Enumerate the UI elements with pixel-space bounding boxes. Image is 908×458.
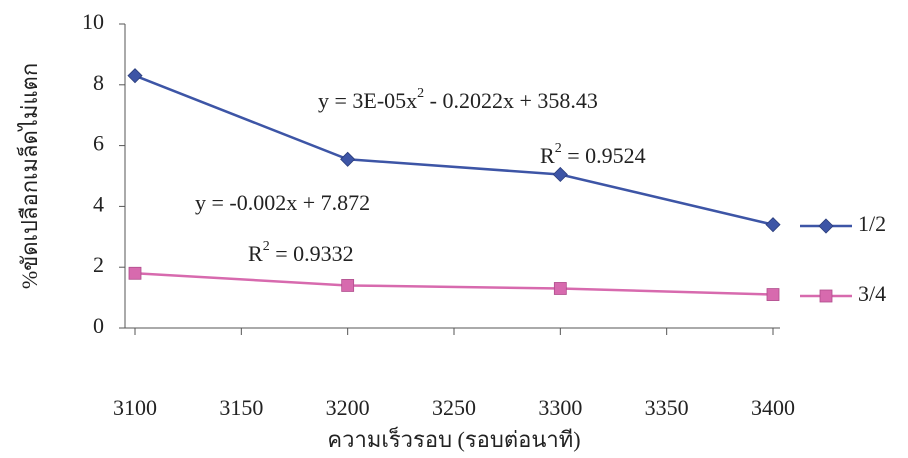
x-tick-label: 3250 <box>432 395 476 420</box>
marker <box>129 267 141 279</box>
legend-label: 1/2 <box>858 211 886 236</box>
marker <box>342 279 354 291</box>
superscript: 2 <box>263 239 270 254</box>
annotation: R2 = 0.9332 <box>248 239 354 266</box>
annotation-part: = 0.9524 <box>562 143 646 168</box>
x-tick-label: 3150 <box>219 395 263 420</box>
legend-label: 3/4 <box>858 281 886 306</box>
y-tick-label: 4 <box>93 191 104 216</box>
marker <box>767 289 779 301</box>
x-tick-label: 3400 <box>751 395 795 420</box>
y-tick-label: 8 <box>93 70 104 95</box>
annotation: y = 3E-05x2 - 0.2022x + 358.43 <box>318 86 598 113</box>
marker <box>128 69 142 83</box>
annotation: y = -0.002x + 7.872 <box>195 190 370 215</box>
y-tick-label: 6 <box>93 131 104 156</box>
annotation-part: = 0.9332 <box>270 241 354 266</box>
x-tick-label: 3200 <box>326 395 370 420</box>
annotation-part: y = -0.002x + 7.872 <box>195 190 370 215</box>
y-tick-label: 10 <box>82 9 104 34</box>
superscript: 2 <box>417 86 424 101</box>
marker <box>819 219 833 233</box>
annotation-part: y = 3E-05x <box>318 88 417 113</box>
annotation-part: R <box>248 241 263 266</box>
x-tick-label: 3100 <box>113 395 157 420</box>
series-line <box>135 273 773 294</box>
annotation: R2 = 0.9524 <box>540 141 646 168</box>
marker <box>766 218 780 232</box>
x-axis-label: ความเร็วรอบ (รอบต่อนาที) <box>327 425 580 452</box>
x-tick-label: 3300 <box>538 395 582 420</box>
y-axis-label: %ขัดเปลือกเมล็ดไม่แตก <box>15 63 42 289</box>
annotation-part: R <box>540 143 555 168</box>
superscript: 2 <box>555 141 562 156</box>
marker <box>553 167 567 181</box>
chart: ความเร็วรอบ (รอบต่อนาที) %ขัดเปลือกเมล็ด… <box>0 0 908 458</box>
y-tick-label: 2 <box>93 252 104 277</box>
y-tick-label: 0 <box>93 313 104 338</box>
annotation-part: - 0.2022x + 358.43 <box>424 88 598 113</box>
marker <box>341 152 355 166</box>
marker <box>820 290 832 302</box>
x-tick-label: 3350 <box>645 395 689 420</box>
marker <box>554 282 566 294</box>
